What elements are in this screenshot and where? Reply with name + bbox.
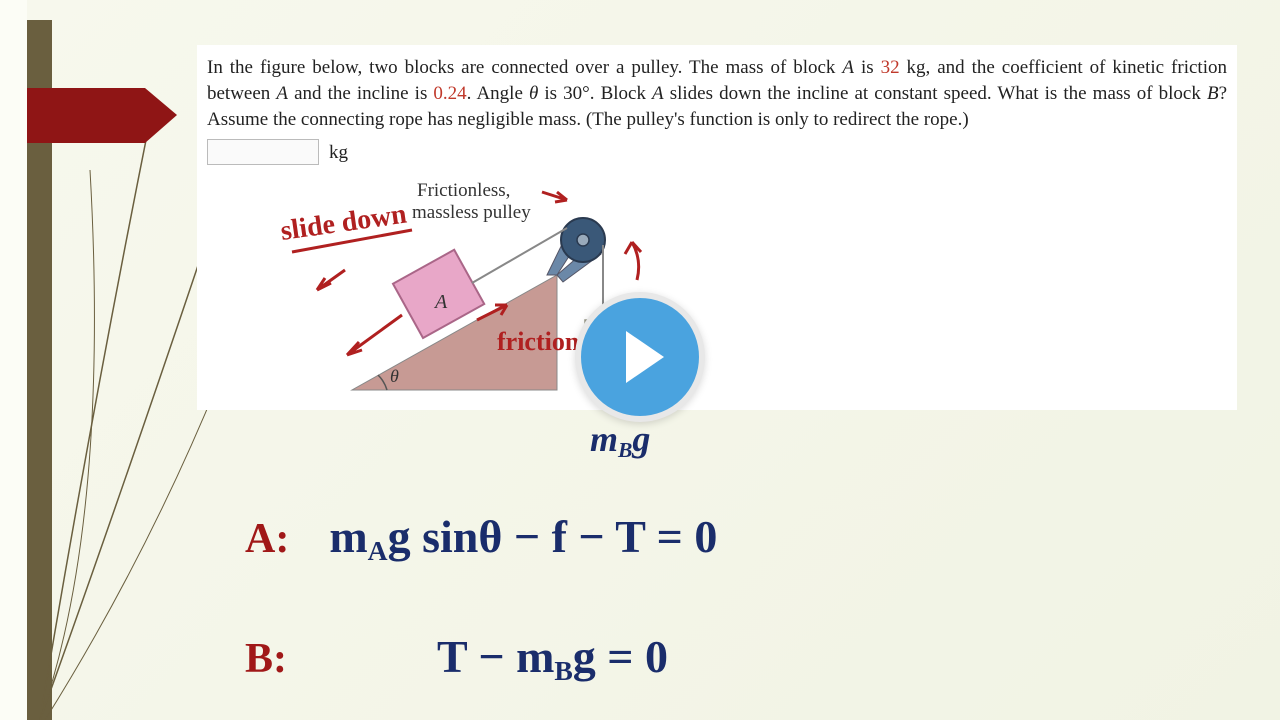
text-fragment: is <box>854 57 881 78</box>
text-fragment: . Angle <box>467 83 529 104</box>
theta-label: θ <box>390 366 399 386</box>
equation-row-A: A: mAg sinθ − f − T = 0 <box>245 510 717 563</box>
text-fragment: slides down the incline at constant spee… <box>664 83 1207 104</box>
equation-label-A: A: <box>245 515 289 563</box>
text-fragment: and the incline is <box>288 83 433 104</box>
annotation-friction: friction <box>497 327 580 356</box>
equation-row-B: B: T − mBg = 0 <box>245 630 668 683</box>
mu-value: 0.24 <box>433 83 466 104</box>
variable-theta: θ <box>529 83 538 104</box>
problem-text: In the figure below, two blocks are conn… <box>207 55 1227 133</box>
block-A-label: A <box>433 291 448 313</box>
pulley-label-1: Frictionless, <box>417 180 510 201</box>
play-icon <box>626 331 664 383</box>
problem-statement-box: In the figure below, two blocks are conn… <box>197 45 1237 179</box>
figure-area: θ A Frictionless, massless pulley slide … <box>197 170 1237 410</box>
physics-diagram: θ A Frictionless, massless pulley slide … <box>247 170 807 410</box>
red-arrow-pointer <box>27 88 177 143</box>
unit-label: kg <box>329 142 348 163</box>
equation-A: mAg sinθ − f − T = 0 <box>329 510 717 563</box>
answer-input[interactable] <box>207 139 319 165</box>
variable-A: A <box>842 57 854 78</box>
text-fragment: In the figure below, two blocks are conn… <box>207 57 842 78</box>
mass-value: 32 <box>881 57 900 78</box>
equation-B: T − mBg = 0 <box>437 630 668 683</box>
annotation-mbg: mBg <box>590 418 650 460</box>
equation-label-B: B: <box>245 635 287 683</box>
play-button[interactable] <box>575 292 705 422</box>
annotation-slide-down: slide down <box>279 199 409 247</box>
variable-B: B <box>1207 83 1219 104</box>
variable-A: A <box>276 83 288 104</box>
pulley-label-2: massless pulley <box>412 202 531 223</box>
text-fragment: is 30°. Block <box>538 83 652 104</box>
variable-A: A <box>652 83 664 104</box>
